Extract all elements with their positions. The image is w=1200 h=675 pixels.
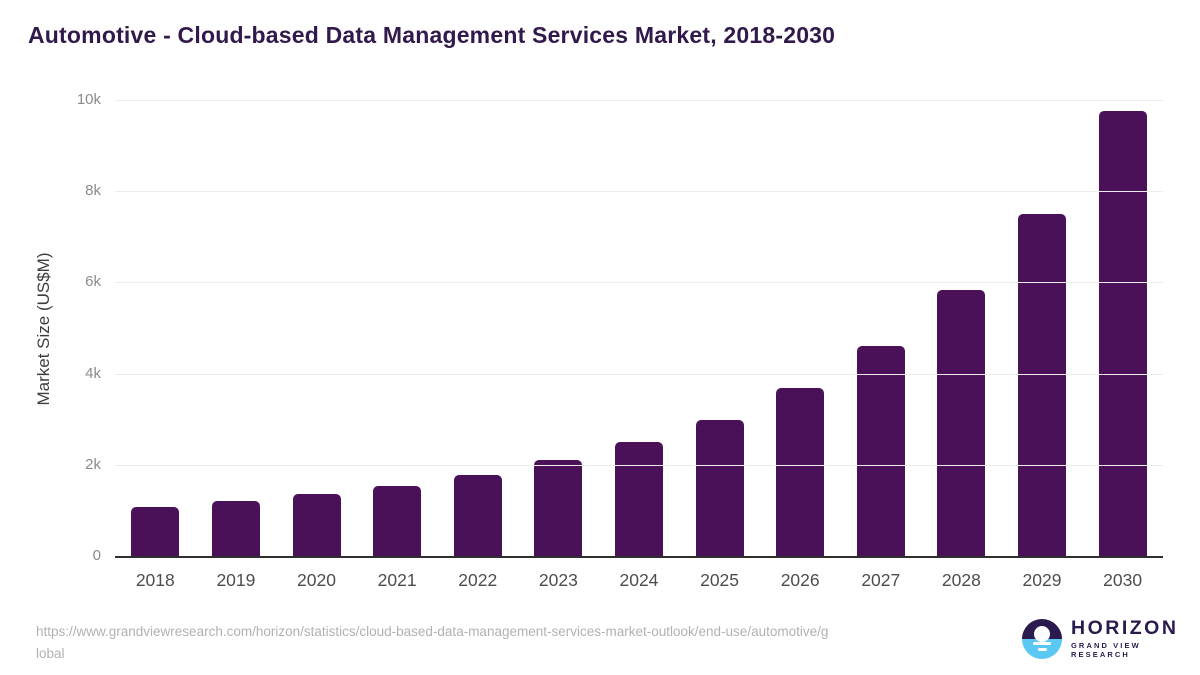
x-tick-2026: 2026 bbox=[780, 570, 820, 590]
logo-brand: HORIZON bbox=[1071, 617, 1179, 639]
bar-2029[interactable] bbox=[1018, 214, 1066, 556]
logo-text: HORIZON GRAND VIEW RESEARCH bbox=[1071, 618, 1200, 659]
gridline-6k bbox=[115, 282, 1163, 284]
logo-subbrand: GRAND VIEW RESEARCH bbox=[1071, 641, 1141, 659]
bar-2024[interactable] bbox=[614, 442, 663, 556]
bar-cell-2019 bbox=[196, 100, 277, 556]
bar-cell-2030 bbox=[1082, 100, 1163, 556]
gridline-4k bbox=[115, 373, 1163, 375]
bar-2030[interactable] bbox=[1098, 111, 1147, 556]
y-axis-title: Market Size (US$M) bbox=[34, 252, 53, 406]
horizon-logo-icon bbox=[1022, 618, 1062, 659]
chart-title: Automotive - Cloud-based Data Management… bbox=[28, 22, 836, 48]
x-tick-2027: 2027 bbox=[861, 570, 901, 590]
y-tick-10k: 10k bbox=[76, 91, 101, 108]
plot-area: 0 2k 4k 6k 8k 10k bbox=[77, 92, 1163, 564]
source-url-line-2: lobal bbox=[36, 646, 65, 661]
x-tick-2019: 2019 bbox=[216, 570, 256, 590]
bar-cell-2018 bbox=[115, 100, 196, 556]
y-tick-2k: 2k bbox=[85, 455, 101, 473]
logo-wave-shape bbox=[1033, 641, 1051, 645]
x-tick-2029: 2029 bbox=[1022, 570, 1062, 590]
y-tick-8k: 8k bbox=[85, 182, 101, 200]
bar-2026[interactable] bbox=[776, 387, 825, 556]
source-url-line-1: https://www.grandviewresearch.com/horizo… bbox=[36, 624, 829, 639]
bar-series bbox=[115, 100, 1163, 556]
x-tick-2021: 2021 bbox=[377, 570, 417, 590]
bar-cell-2026 bbox=[760, 100, 841, 556]
bar-cell-2020 bbox=[276, 100, 357, 556]
bar-2025[interactable] bbox=[695, 419, 744, 556]
gridline-8k bbox=[115, 191, 1163, 193]
bar-cell-2029 bbox=[1002, 100, 1083, 556]
bar-cell-2023 bbox=[518, 100, 599, 556]
bar-cell-2021 bbox=[357, 100, 438, 556]
bar-2028[interactable] bbox=[937, 289, 986, 556]
bar-cell-2027 bbox=[840, 100, 921, 556]
bar-2018[interactable] bbox=[131, 507, 180, 556]
gridline-10k bbox=[115, 100, 1163, 101]
x-tick-2024: 2024 bbox=[619, 570, 659, 590]
logo-sun-shape bbox=[1034, 625, 1050, 642]
bar-2027[interactable] bbox=[856, 345, 905, 556]
y-tick-0: 0 bbox=[92, 547, 101, 564]
bar-2019[interactable] bbox=[211, 500, 260, 556]
gridline-2k bbox=[115, 464, 1163, 466]
x-tick-2023: 2023 bbox=[538, 570, 578, 590]
bar-2021[interactable] bbox=[373, 485, 422, 556]
bar-2023[interactable] bbox=[534, 460, 583, 556]
x-tick-2022: 2022 bbox=[458, 570, 498, 590]
y-tick-6k: 6k bbox=[85, 273, 101, 291]
x-tick-2030: 2030 bbox=[1103, 570, 1143, 590]
y-tick-4k: 4k bbox=[85, 364, 101, 382]
bar-cell-2022 bbox=[437, 100, 518, 556]
bar-2020[interactable] bbox=[292, 493, 341, 556]
horizon-logo: HORIZON GRAND VIEW RESEARCH bbox=[1022, 618, 1200, 659]
bar-cell-2025 bbox=[679, 100, 760, 556]
x-tick-2018: 2018 bbox=[135, 570, 175, 590]
bar-cell-2028 bbox=[921, 100, 1002, 556]
bar-cell-2024 bbox=[599, 100, 680, 556]
x-tick-2020: 2020 bbox=[297, 570, 336, 590]
x-tick-2025: 2025 bbox=[700, 570, 740, 590]
logo-wave-shape bbox=[1038, 647, 1047, 651]
source-url: https://www.grandviewresearch.com/horizo… bbox=[36, 621, 986, 665]
bar-2022[interactable] bbox=[453, 474, 502, 556]
x-axis-labels: 2018 2019 2020 2021 2022 2023 2024 2025 2026 2027… bbox=[115, 570, 1163, 591]
x-tick-2028: 2028 bbox=[941, 570, 981, 590]
